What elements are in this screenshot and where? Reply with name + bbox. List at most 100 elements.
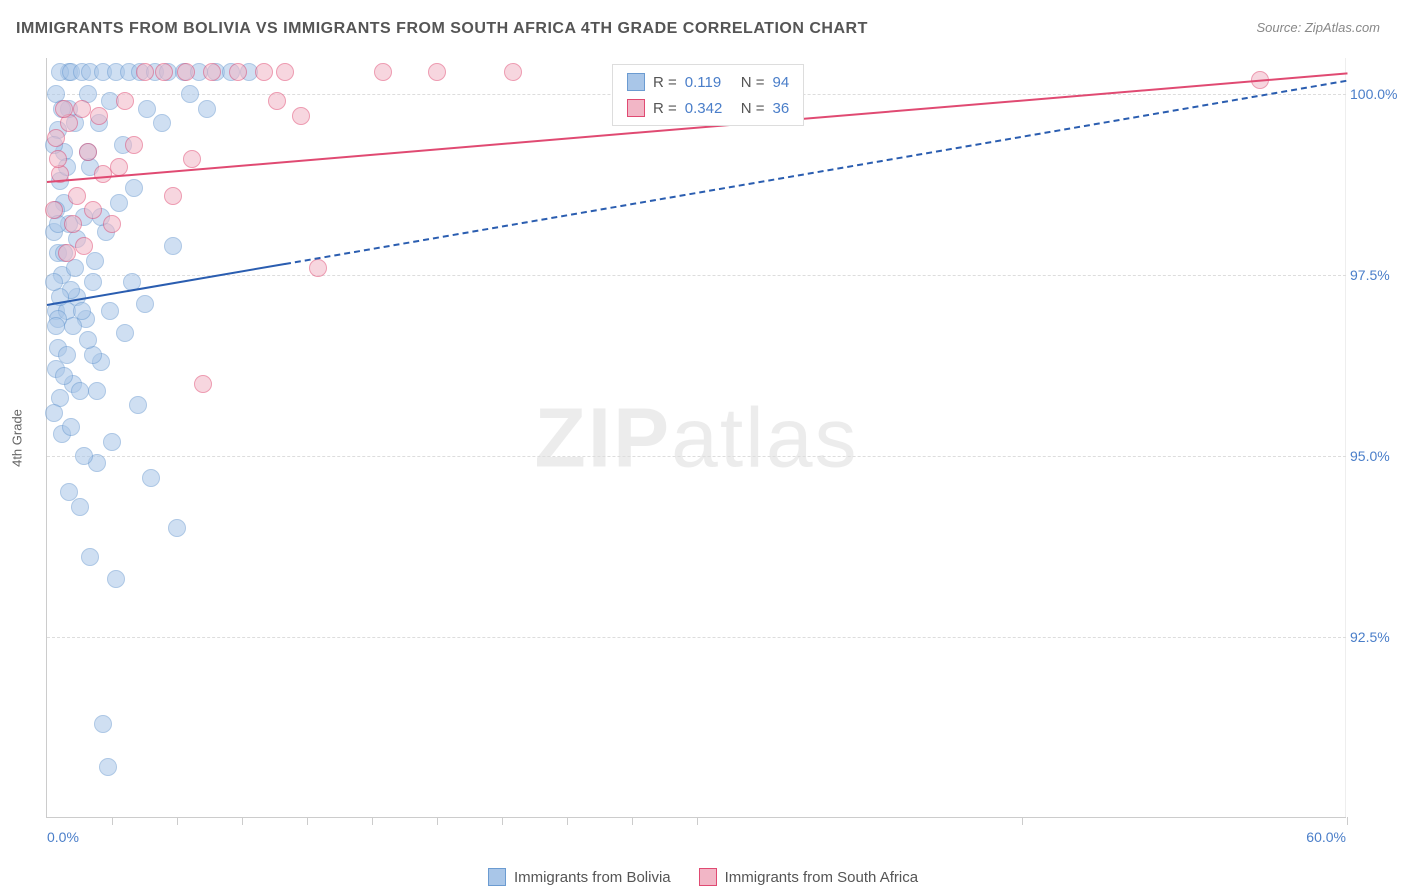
data-point-bolivia (81, 548, 99, 566)
watermark-bold: ZIP (534, 390, 671, 484)
data-point-south_africa (255, 63, 273, 81)
n-label: N = (741, 74, 765, 91)
data-point-south_africa (103, 215, 121, 233)
gridline (47, 275, 1346, 276)
x-tick (307, 817, 308, 825)
data-point-bolivia (138, 100, 156, 118)
data-point-south_africa (49, 150, 67, 168)
x-tick (1022, 817, 1023, 825)
chart-title: IMMIGRANTS FROM BOLIVIA VS IMMIGRANTS FR… (16, 20, 868, 38)
data-point-south_africa (79, 143, 97, 161)
data-point-south_africa (194, 375, 212, 393)
r-value: 0.342 (685, 100, 733, 117)
data-point-south_africa (75, 237, 93, 255)
data-point-south_africa (203, 63, 221, 81)
data-point-bolivia (125, 179, 143, 197)
x-tick (697, 817, 698, 825)
series-swatch-icon (488, 868, 506, 886)
data-point-bolivia (110, 194, 128, 212)
x-tick (567, 817, 568, 825)
data-point-bolivia (116, 324, 134, 342)
data-point-bolivia (60, 483, 78, 501)
data-point-south_africa (64, 215, 82, 233)
data-point-bolivia (73, 302, 91, 320)
n-value: 36 (773, 100, 790, 117)
data-point-bolivia (142, 469, 160, 487)
data-point-south_africa (136, 63, 154, 81)
source-attribution: Source: ZipAtlas.com (1256, 20, 1380, 35)
gridline (47, 637, 1346, 638)
data-point-bolivia (88, 382, 106, 400)
watermark: ZIPatlas (534, 389, 858, 486)
series-swatch-icon (627, 73, 645, 91)
legend-label: Immigrants from Bolivia (514, 869, 671, 886)
data-point-south_africa (276, 63, 294, 81)
data-point-bolivia (79, 331, 97, 349)
legend-item-south_africa: Immigrants from South Africa (699, 868, 918, 886)
plot-right-border (1345, 58, 1346, 817)
n-label: N = (741, 100, 765, 117)
x-tick (437, 817, 438, 825)
data-point-bolivia (84, 273, 102, 291)
x-axis-min-label: 0.0% (47, 829, 79, 845)
data-point-south_africa (73, 100, 91, 118)
series-swatch-icon (627, 99, 645, 117)
data-point-south_africa (47, 129, 65, 147)
y-tick-label: 95.0% (1350, 448, 1406, 464)
data-point-south_africa (58, 244, 76, 262)
data-point-south_africa (116, 92, 134, 110)
chart-container: IMMIGRANTS FROM BOLIVIA VS IMMIGRANTS FR… (0, 0, 1406, 892)
watermark-light: atlas (671, 390, 858, 484)
data-point-south_africa (309, 259, 327, 277)
data-point-bolivia (153, 114, 171, 132)
series-legend: Immigrants from Bolivia Immigrants from S… (0, 868, 1406, 886)
data-point-south_africa (55, 100, 73, 118)
y-axis-title: 4th Grade (10, 409, 25, 467)
x-tick (502, 817, 503, 825)
data-point-bolivia (71, 498, 89, 516)
data-point-bolivia (198, 100, 216, 118)
y-tick-label: 97.5% (1350, 267, 1406, 283)
data-point-south_africa (84, 201, 102, 219)
stats-row-bolivia: R =0.119N =94 (613, 69, 803, 95)
n-value: 94 (773, 74, 790, 91)
gridline (47, 456, 1346, 457)
data-point-bolivia (62, 418, 80, 436)
data-point-south_africa (292, 107, 310, 125)
data-point-south_africa (229, 63, 247, 81)
stats-row-south_africa: R = 0.342 N = 36 (613, 95, 803, 121)
data-point-bolivia (45, 404, 63, 422)
data-point-bolivia (47, 317, 65, 335)
data-point-south_africa (374, 63, 392, 81)
data-point-south_africa (183, 150, 201, 168)
x-tick (112, 817, 113, 825)
data-point-south_africa (90, 107, 108, 125)
data-point-bolivia (101, 302, 119, 320)
data-point-bolivia (164, 237, 182, 255)
data-point-bolivia (136, 295, 154, 313)
data-point-south_africa (155, 63, 173, 81)
trend-line (285, 80, 1347, 265)
data-point-bolivia (45, 273, 63, 291)
data-point-bolivia (181, 85, 199, 103)
y-tick-label: 92.5% (1350, 629, 1406, 645)
data-point-bolivia (103, 433, 121, 451)
data-point-bolivia (55, 367, 73, 385)
data-point-south_africa (177, 63, 195, 81)
data-point-bolivia (99, 758, 117, 776)
data-point-south_africa (428, 63, 446, 81)
data-point-bolivia (75, 447, 93, 465)
data-point-south_africa (125, 136, 143, 154)
r-label: R = (653, 100, 677, 117)
data-point-bolivia (71, 382, 89, 400)
data-point-bolivia (58, 346, 76, 364)
data-point-bolivia (168, 519, 186, 537)
r-label: R = (653, 74, 677, 91)
data-point-south_africa (110, 158, 128, 176)
series-swatch-icon (699, 868, 717, 886)
plot-area: 4th Grade ZIPatlas 92.5%95.0%97.5%100.0%… (46, 58, 1346, 818)
x-tick (372, 817, 373, 825)
data-point-south_africa (68, 187, 86, 205)
data-point-south_africa (45, 201, 63, 219)
data-point-south_africa (164, 187, 182, 205)
